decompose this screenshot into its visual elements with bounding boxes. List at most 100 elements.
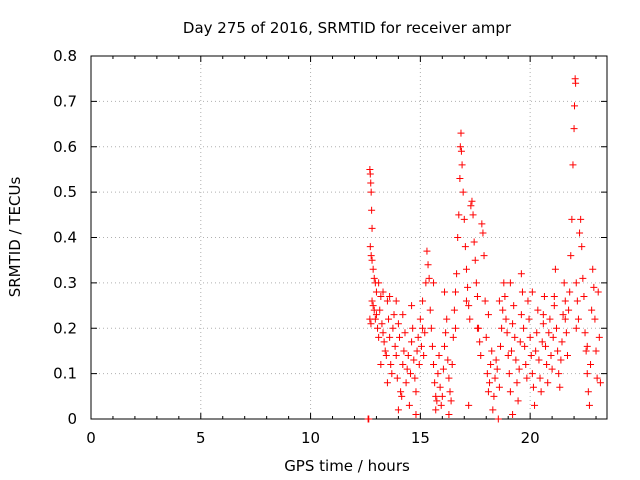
- data-point: [366, 170, 374, 178]
- data-point: [570, 125, 578, 133]
- data-point: [428, 342, 436, 350]
- data-point: [501, 292, 509, 300]
- data-point: [567, 252, 575, 260]
- data-point: [490, 392, 498, 400]
- x-axis-label: GPS time / hours: [284, 457, 410, 475]
- data-point: [488, 347, 496, 355]
- y-tick-label: 0.3: [53, 274, 77, 292]
- x-tick-label: 20: [521, 429, 540, 447]
- data-point: [552, 324, 560, 332]
- data-point: [577, 215, 585, 223]
- data-point: [437, 401, 445, 409]
- chart-title: Day 275 of 2016, SRMTID for receiver amp…: [183, 19, 512, 37]
- data-point: [518, 288, 526, 296]
- data-point: [377, 292, 385, 300]
- data-point: [483, 370, 491, 378]
- data-point: [536, 374, 544, 382]
- data-point: [448, 361, 456, 369]
- data-point: [451, 288, 459, 296]
- data-point: [370, 274, 378, 282]
- data-point: [528, 288, 536, 296]
- data-point: [596, 379, 604, 387]
- data-point: [531, 401, 539, 409]
- x-tick-label: 5: [196, 429, 206, 447]
- data-point: [430, 361, 438, 369]
- data-point: [390, 311, 398, 319]
- data-point: [540, 292, 548, 300]
- data-point: [560, 279, 568, 287]
- data-point: [509, 410, 517, 418]
- data-point: [419, 324, 427, 332]
- y-tick-label: 0.1: [53, 365, 77, 383]
- data-point: [524, 297, 532, 305]
- data-point: [551, 265, 559, 273]
- data-point: [425, 274, 433, 282]
- data-point: [487, 361, 495, 369]
- data-point: [464, 283, 472, 291]
- data-point: [479, 229, 487, 237]
- data-point: [371, 315, 379, 323]
- data-point: [392, 351, 400, 359]
- data-point: [592, 347, 600, 355]
- data-point: [499, 306, 507, 314]
- data-point: [504, 351, 512, 359]
- y-tick-label: 0.4: [53, 229, 77, 247]
- data-point: [412, 388, 420, 396]
- data-point: [593, 374, 601, 382]
- data-point: [507, 347, 515, 355]
- data-point: [462, 297, 470, 305]
- data-point: [557, 356, 565, 364]
- y-axis-ticks: 0 0.1 0.2 0.3 0.4 0.5 0.6 0.7 0.8: [53, 47, 607, 428]
- data-point: [378, 320, 386, 328]
- x-tick-label: 10: [301, 429, 320, 447]
- data-point: [461, 243, 469, 251]
- data-point: [559, 311, 567, 319]
- data-point: [566, 288, 574, 296]
- data-point: [542, 342, 550, 350]
- data-point: [424, 261, 432, 269]
- data-point: [377, 361, 385, 369]
- data-point: [435, 351, 443, 359]
- data-point: [532, 347, 540, 355]
- data-point: [529, 383, 537, 391]
- data-point: [495, 383, 503, 391]
- data-point: [427, 324, 435, 332]
- data-point: [380, 338, 388, 346]
- data-point: [436, 383, 444, 391]
- data-point: [522, 361, 530, 369]
- data-point: [386, 333, 394, 341]
- x-tick-label: 15: [411, 429, 430, 447]
- data-point: [550, 292, 558, 300]
- data-point: [460, 215, 468, 223]
- data-point: [511, 333, 519, 341]
- data-point: [555, 370, 563, 378]
- data-point: [489, 406, 497, 414]
- data-point: [467, 202, 475, 210]
- data-point: [523, 374, 531, 382]
- data-point: [497, 342, 505, 350]
- data-point: [458, 161, 466, 169]
- data-point: [409, 324, 417, 332]
- data-point: [587, 361, 595, 369]
- data-point: [548, 365, 556, 373]
- data-point: [366, 243, 374, 251]
- data-point: [482, 333, 490, 341]
- data-point: [563, 351, 571, 359]
- data-point: [583, 342, 591, 350]
- data-point: [375, 279, 383, 287]
- data-point: [376, 306, 384, 314]
- data-point: [486, 379, 494, 387]
- data-point: [450, 306, 458, 314]
- data-point: [403, 365, 411, 373]
- data-point: [443, 315, 451, 323]
- data-point: [558, 338, 566, 346]
- data-point: [515, 365, 523, 373]
- data-point: [367, 179, 375, 187]
- data-point: [561, 315, 569, 323]
- data-point: [513, 379, 521, 387]
- x-tick-label: 0: [86, 429, 96, 447]
- data-point: [578, 243, 586, 251]
- data-point: [545, 329, 553, 337]
- data-point: [591, 315, 599, 323]
